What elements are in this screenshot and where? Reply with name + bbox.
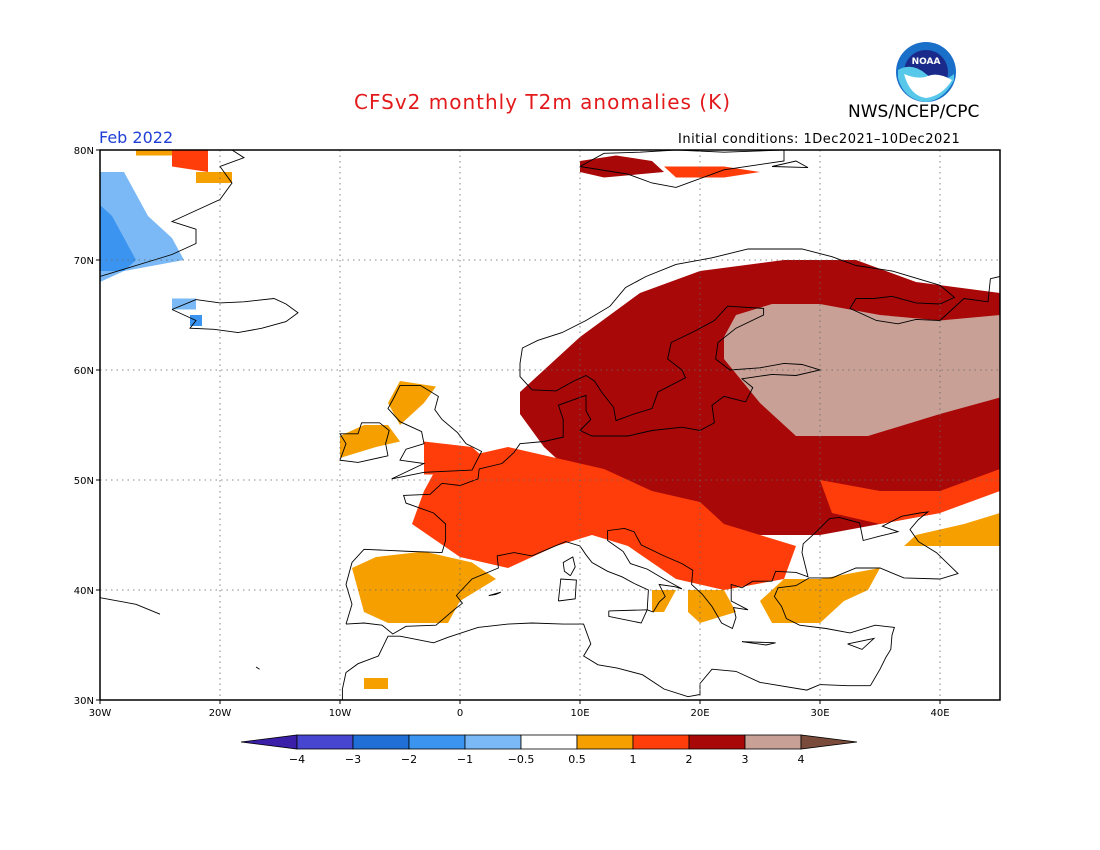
organization-label: NWS/NCEP/CPC	[848, 102, 980, 122]
lon-tick-label: 10E	[570, 708, 589, 719]
lat-tick-label: 50N	[74, 476, 94, 487]
colorbar: −4 −3 −2 −1 −0.5 0.5 1 2 3 4	[240, 734, 858, 766]
anomaly-region-7	[388, 381, 436, 425]
anomaly-region-14	[664, 166, 760, 178]
anomaly-region-1	[724, 304, 1000, 436]
colorbar-label: −3	[345, 753, 361, 766]
coastline-16	[274, 717, 292, 719]
lon-tick-label: 10W	[329, 708, 352, 719]
anomaly-region-11	[652, 590, 676, 612]
coastline-8	[557, 578, 577, 602]
anomaly-region-5	[352, 551, 496, 623]
lon-tick-label: 30W	[89, 708, 112, 719]
lon-tick-label: 20W	[209, 708, 232, 719]
anomaly-region-15	[136, 150, 172, 156]
colorbar-swatch-8	[744, 734, 802, 750]
lat-tick-label: 70N	[74, 256, 94, 267]
colorbar-label: −4	[289, 753, 305, 766]
colorbar-swatch-6	[632, 734, 690, 750]
logo-text: NOAA	[912, 57, 941, 67]
anomaly-region-13	[580, 155, 664, 178]
lat-tick-label: 60N	[74, 366, 94, 377]
forecast-month-label: Feb 2022	[99, 128, 174, 147]
map-title: CFSv2 monthly T2m anomalies (K)	[354, 90, 731, 114]
initial-conditions-label: Initial conditions: 1Dec2021–10Dec2021	[678, 132, 961, 147]
anomaly-region-19	[100, 205, 136, 271]
coastline-2	[339, 422, 390, 463]
graticule	[100, 150, 1000, 700]
colorbar-label: 1	[630, 753, 637, 766]
coastline-3	[171, 298, 299, 334]
anomaly-region-3	[424, 441, 484, 475]
anomaly-regions	[100, 150, 1000, 689]
coastline-11	[847, 637, 876, 650]
anomaly-region-16	[172, 150, 208, 172]
noaa-logo: NOAA	[896, 42, 956, 102]
colorbar-label: −0.5	[508, 753, 535, 766]
coastline-10	[741, 641, 776, 646]
anomaly-region-4	[820, 469, 1000, 524]
colorbar-label: −2	[401, 753, 417, 766]
coastline-6	[341, 622, 871, 700]
coastline-4	[100, 150, 246, 277]
anomaly-region-12	[364, 678, 388, 689]
lon-tick-label: 30E	[810, 708, 829, 719]
colorbar-label: −1	[457, 753, 473, 766]
colorbar-swatch-0	[296, 734, 354, 750]
colorbar-label: 3	[742, 753, 749, 766]
lat-tick-label: 80N	[74, 146, 94, 157]
anomaly-region-2	[412, 447, 796, 590]
anomaly-region-17	[196, 172, 232, 183]
anomaly-region-9	[904, 513, 1000, 546]
coastline-12	[579, 150, 785, 188]
coastline-9	[608, 609, 648, 624]
colorbar-label: 4	[798, 753, 805, 766]
lat-tick-label: 40N	[74, 586, 94, 597]
map-frame	[99, 149, 1001, 701]
lon-tick-label: 40E	[930, 708, 949, 719]
colorbar-label: 2	[686, 753, 693, 766]
colorbar-label: 0.5	[568, 753, 586, 766]
colorbar-swatch-3	[464, 734, 522, 750]
lon-tick-label: 0	[457, 708, 463, 719]
coastline-15	[255, 666, 260, 670]
coastline-13	[771, 160, 809, 169]
colorbar-swatch-1	[352, 734, 410, 750]
lon-tick-label: 20E	[690, 708, 709, 719]
lat-tick-label: 30N	[74, 696, 94, 707]
coastline-14	[100, 597, 161, 615]
colorbar-arrow-low	[240, 734, 298, 750]
coastline-0	[345, 248, 1000, 625]
colorbar-swatch-2	[408, 734, 466, 750]
axis-ticks: 30W 20W 10W 0 10E 20E 30E 40E 30N 40N 50N 60N 70N 80N	[74, 146, 950, 719]
anomaly-region-6	[340, 425, 400, 458]
coastline-7	[562, 556, 576, 577]
colorbar-swatch-5	[576, 734, 634, 750]
coastline-17	[488, 591, 501, 596]
colorbar-arrow-high	[800, 734, 858, 750]
colorbar-swatch-7	[688, 734, 746, 750]
coastline-1	[387, 384, 483, 480]
colorbar-swatch-4	[520, 734, 578, 750]
